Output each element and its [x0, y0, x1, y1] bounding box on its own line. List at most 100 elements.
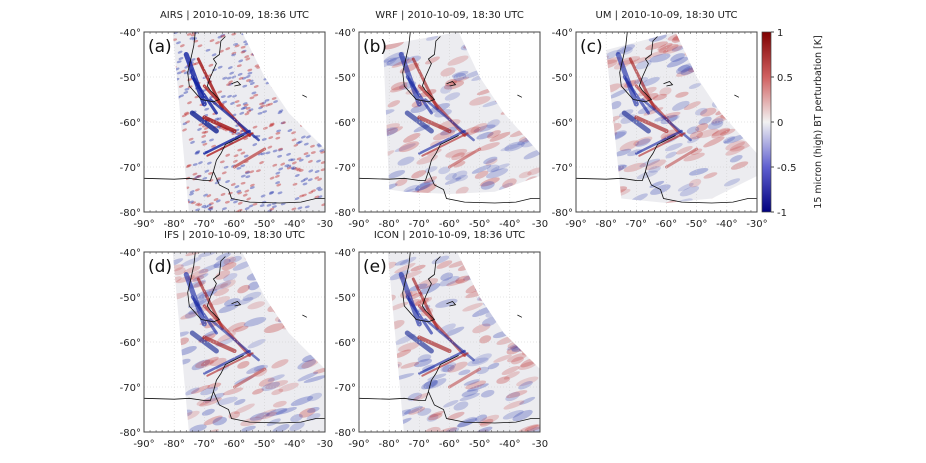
- data-swath: [606, 32, 757, 203]
- map-area: [576, 32, 759, 215]
- negative-anomaly: [232, 94, 237, 98]
- positive-anomaly: [387, 261, 397, 271]
- positive-anomaly: [518, 424, 539, 432]
- positive-anomaly: [172, 59, 175, 62]
- negative-anomaly: [485, 273, 500, 281]
- coastline: [734, 94, 740, 98]
- positive-anomaly: [220, 192, 226, 196]
- negative-anomaly: [167, 75, 173, 79]
- positive-anomaly: [298, 407, 316, 418]
- positive-anomaly: [606, 147, 611, 155]
- positive-anomaly: [246, 109, 252, 113]
- positive-anomaly: [269, 122, 275, 126]
- positive-anomaly: [237, 148, 243, 152]
- negative-anomaly: [463, 379, 480, 386]
- negative-anomaly: [204, 107, 210, 111]
- negative-anomaly: [291, 106, 297, 110]
- negative-anomaly: [215, 199, 221, 203]
- positive-anomaly: [220, 279, 236, 289]
- positive-anomaly: [522, 343, 540, 353]
- negative-anomaly: [189, 36, 195, 40]
- positive-anomaly: [282, 318, 304, 330]
- positive-anomaly: [264, 73, 270, 77]
- positive-anomaly: [203, 415, 223, 426]
- positive-anomaly: [729, 140, 753, 152]
- negative-anomaly: [306, 413, 321, 421]
- negative-anomaly: [238, 59, 244, 63]
- negative-anomaly: [438, 166, 451, 175]
- negative-anomaly: [290, 413, 303, 423]
- negative-anomaly: [300, 84, 305, 87]
- negative-anomaly: [672, 100, 690, 111]
- negative-anomaly: [258, 55, 264, 59]
- negative-anomaly: [732, 112, 745, 122]
- lat-tick-label: -60°: [335, 118, 356, 129]
- negative-anomaly: [247, 281, 260, 291]
- map-area: [359, 32, 540, 216]
- positive-anomaly: [271, 97, 277, 100]
- negative-anomaly: [660, 114, 678, 125]
- positive-anomaly: [662, 44, 683, 54]
- negative-anomaly: [489, 75, 505, 85]
- negative-anomaly: [475, 414, 488, 422]
- positive-anomaly: [252, 388, 264, 395]
- negative-anomaly: [459, 393, 480, 402]
- negative-anomaly: [241, 76, 247, 80]
- negative-anomaly: [184, 310, 198, 319]
- positive-anomaly: [410, 264, 426, 272]
- negative-anomaly: [177, 193, 183, 197]
- colorbar-label: 15 micron (high) BT perturbation [K]: [813, 35, 824, 208]
- negative-anomaly: [240, 107, 246, 110]
- positive-anomaly: [503, 371, 520, 380]
- negative-anomaly: [472, 259, 493, 269]
- coastline: [187, 252, 226, 323]
- negative-anomaly: [176, 145, 181, 149]
- negative-anomaly: [246, 365, 265, 374]
- negative-anomaly: [196, 174, 202, 178]
- lat-tick-label: -50°: [120, 73, 141, 84]
- lat-tick-label: -80°: [552, 208, 573, 219]
- negative-anomaly: [482, 70, 500, 80]
- negative-anomaly: [192, 163, 198, 166]
- negative-anomaly: [483, 156, 498, 164]
- positive-anomaly: [418, 193, 438, 206]
- positive-anomaly: [190, 33, 196, 37]
- positive-anomaly: [237, 361, 250, 369]
- positive-anomaly: [292, 167, 298, 170]
- positive-anomaly: [200, 356, 219, 367]
- positive-anomaly: [172, 292, 189, 301]
- panel-d: IFS | 2010-10-09, 18:30 UTC (d) -40° -50° -6…: [120, 230, 334, 450]
- negative-anomaly: [249, 82, 255, 85]
- positive-anomaly: [495, 296, 514, 305]
- negative-anomaly: [288, 77, 294, 81]
- positive-anomaly: [240, 50, 246, 54]
- positive-anomaly: [259, 102, 264, 106]
- lat-tick-label: -40°: [120, 248, 141, 259]
- positive-anomaly: [173, 106, 179, 110]
- positive-anomaly: [267, 71, 273, 75]
- negative-anomaly: [648, 166, 661, 173]
- negative-anomaly: [739, 204, 759, 215]
- negative-anomaly: [308, 314, 323, 323]
- negative-anomaly: [319, 115, 325, 119]
- negative-anomaly: [183, 91, 189, 94]
- positive-anomaly: [215, 270, 231, 280]
- positive-anomaly: [183, 111, 189, 115]
- negative-anomaly: [517, 51, 538, 60]
- positive-anomaly: [276, 183, 282, 187]
- positive-anomaly: [291, 207, 297, 211]
- positive-anomaly: [245, 106, 251, 110]
- negative-anomaly: [243, 154, 249, 158]
- positive-anomaly: [400, 361, 420, 369]
- positive-anomaly: [240, 181, 246, 185]
- negative-anomaly: [206, 203, 212, 207]
- negative-anomaly: [400, 206, 418, 216]
- positive-anomaly: [387, 429, 404, 432]
- positive-anomaly: [308, 191, 314, 194]
- negative-anomaly: [286, 152, 291, 156]
- lat-tick-label: -70°: [120, 163, 141, 174]
- negative-anomaly: [608, 88, 629, 99]
- positive-anomaly: [237, 191, 243, 195]
- negative-anomaly: [205, 48, 211, 52]
- negative-anomaly: [297, 206, 303, 210]
